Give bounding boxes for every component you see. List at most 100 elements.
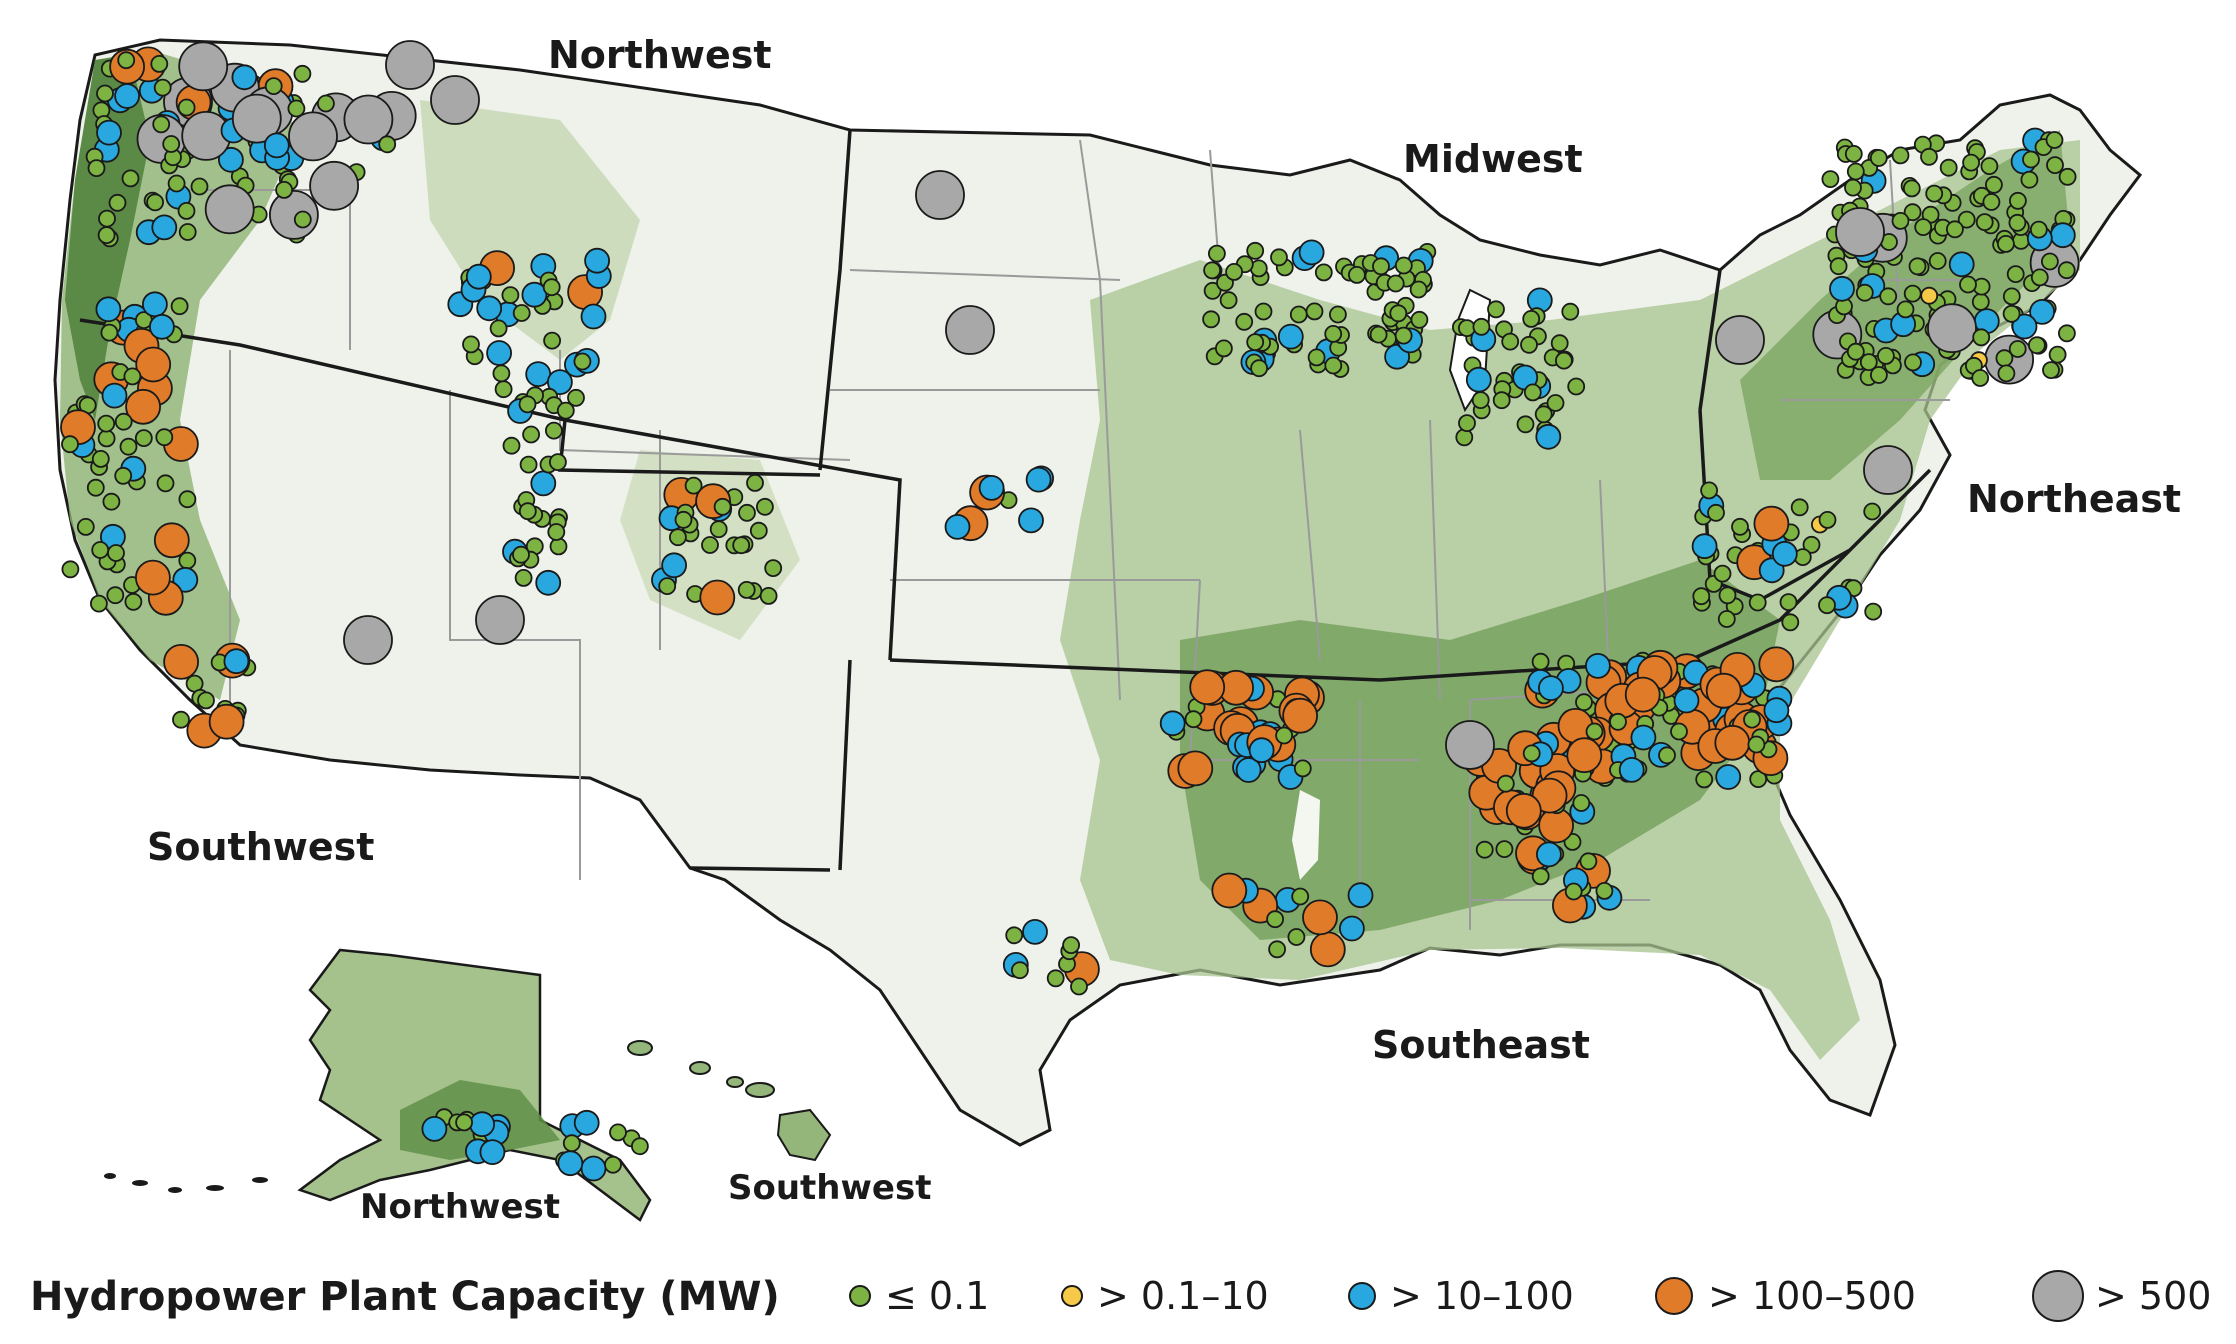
plant-marker — [2020, 170, 2039, 189]
plant-marker — [567, 388, 585, 407]
plant-marker — [134, 559, 171, 596]
plant-marker — [1282, 697, 1318, 734]
plant-marker — [1289, 305, 1308, 324]
plant-marker — [1314, 263, 1333, 282]
plant-marker — [465, 263, 492, 290]
plant-marker — [1531, 652, 1550, 671]
plant-marker — [1869, 149, 1888, 167]
plant-marker — [208, 703, 245, 740]
plant-marker — [479, 1139, 506, 1165]
plant-marker — [378, 135, 397, 154]
plant-marker — [580, 1155, 607, 1182]
plant-marker — [1904, 353, 1922, 372]
plant-markers — [60, 40, 2080, 1182]
plant-marker — [1670, 722, 1688, 741]
plant-marker — [1546, 394, 1565, 412]
plant-marker — [1536, 841, 1562, 868]
plant-marker — [512, 304, 531, 322]
plant-marker — [1246, 241, 1265, 260]
plant-marker — [97, 414, 116, 433]
plant-marker — [1409, 280, 1428, 299]
legend-label-2: > 10–100 — [1390, 1274, 1574, 1318]
plant-marker — [1829, 257, 1848, 276]
plant-marker — [1522, 744, 1541, 763]
plant-marker — [2030, 268, 2049, 287]
legend-title: Hydropower Plant Capacity (MW) — [30, 1274, 780, 1320]
plant-marker — [584, 247, 610, 274]
plant-marker — [512, 545, 530, 564]
plant-marker — [1386, 274, 1405, 293]
plant-marker — [1189, 669, 1226, 706]
plant-marker — [1246, 333, 1265, 352]
plant-marker — [518, 502, 537, 521]
plant-marker — [231, 93, 282, 144]
plant-marker — [1268, 940, 1286, 959]
plant-marker — [1575, 693, 1593, 712]
plant-marker — [1946, 220, 1964, 239]
plant-marker — [2029, 220, 2048, 239]
plant-marker — [288, 111, 338, 162]
plant-marker — [124, 592, 143, 611]
plant-marker — [1691, 533, 1718, 560]
plant-marker — [1235, 757, 1262, 783]
plant-marker — [264, 77, 283, 95]
legend-swatch-0 — [849, 1285, 871, 1307]
plant-marker — [709, 520, 728, 539]
plant-marker — [87, 159, 106, 178]
plant-marker — [153, 78, 172, 97]
plant-marker — [135, 346, 172, 383]
hawaii — [627, 1040, 832, 1162]
plant-marker — [125, 388, 162, 425]
plant-marker — [101, 382, 128, 409]
plant-marker — [2008, 213, 2027, 232]
plant-marker — [501, 286, 520, 305]
plant-marker-large — [945, 305, 995, 355]
plant-marker — [1458, 319, 1476, 338]
plant-marker — [1957, 210, 1976, 229]
plant-marker — [1202, 310, 1220, 329]
plant-marker — [96, 119, 122, 146]
plant-marker — [738, 503, 756, 522]
plant-marker — [61, 560, 80, 579]
plant-marker — [732, 536, 751, 555]
plant-marker — [519, 455, 538, 474]
plant-marker — [190, 177, 209, 196]
plant-marker — [1891, 146, 1910, 165]
plant-marker — [152, 115, 171, 134]
plant-marker — [1753, 505, 1790, 542]
plant-marker — [580, 303, 607, 330]
plant-marker — [489, 319, 508, 338]
plant-marker — [1062, 936, 1080, 954]
plant-marker — [150, 55, 169, 73]
plant-marker — [1347, 882, 1374, 909]
plant-marker — [1818, 511, 1837, 529]
plant-marker — [1298, 239, 1325, 266]
plant-marker-large — [475, 595, 525, 645]
plant-marker — [134, 429, 153, 448]
legend-label-1: > 0.1–10 — [1097, 1274, 1269, 1318]
plant-marker — [1496, 774, 1515, 793]
plant-marker — [1291, 887, 1310, 906]
legend: Hydropower Plant Capacity (MW) ≤ 0.1 > 0… — [30, 1270, 2211, 1322]
plant-marker — [2048, 345, 2067, 364]
plant-marker — [749, 521, 768, 540]
plant-marker — [1471, 391, 1490, 410]
plant-marker — [494, 380, 513, 399]
plant-marker — [172, 566, 199, 593]
plant-marker — [1658, 746, 1676, 765]
plant-marker — [1501, 332, 1520, 351]
plant-marker — [1914, 218, 1933, 237]
plant-marker — [163, 644, 200, 680]
plant-marker — [1700, 481, 1718, 500]
plant-marker — [1523, 383, 1542, 402]
plant-marker — [421, 1116, 448, 1142]
plant-marker — [1184, 710, 1203, 729]
plant-marker — [2058, 167, 2077, 186]
plant-marker — [1159, 710, 1186, 737]
plant-marker — [1339, 915, 1365, 942]
plant-marker — [114, 412, 133, 431]
plant-marker — [162, 135, 181, 153]
plant-marker — [97, 429, 116, 448]
plant-marker — [1018, 507, 1044, 534]
